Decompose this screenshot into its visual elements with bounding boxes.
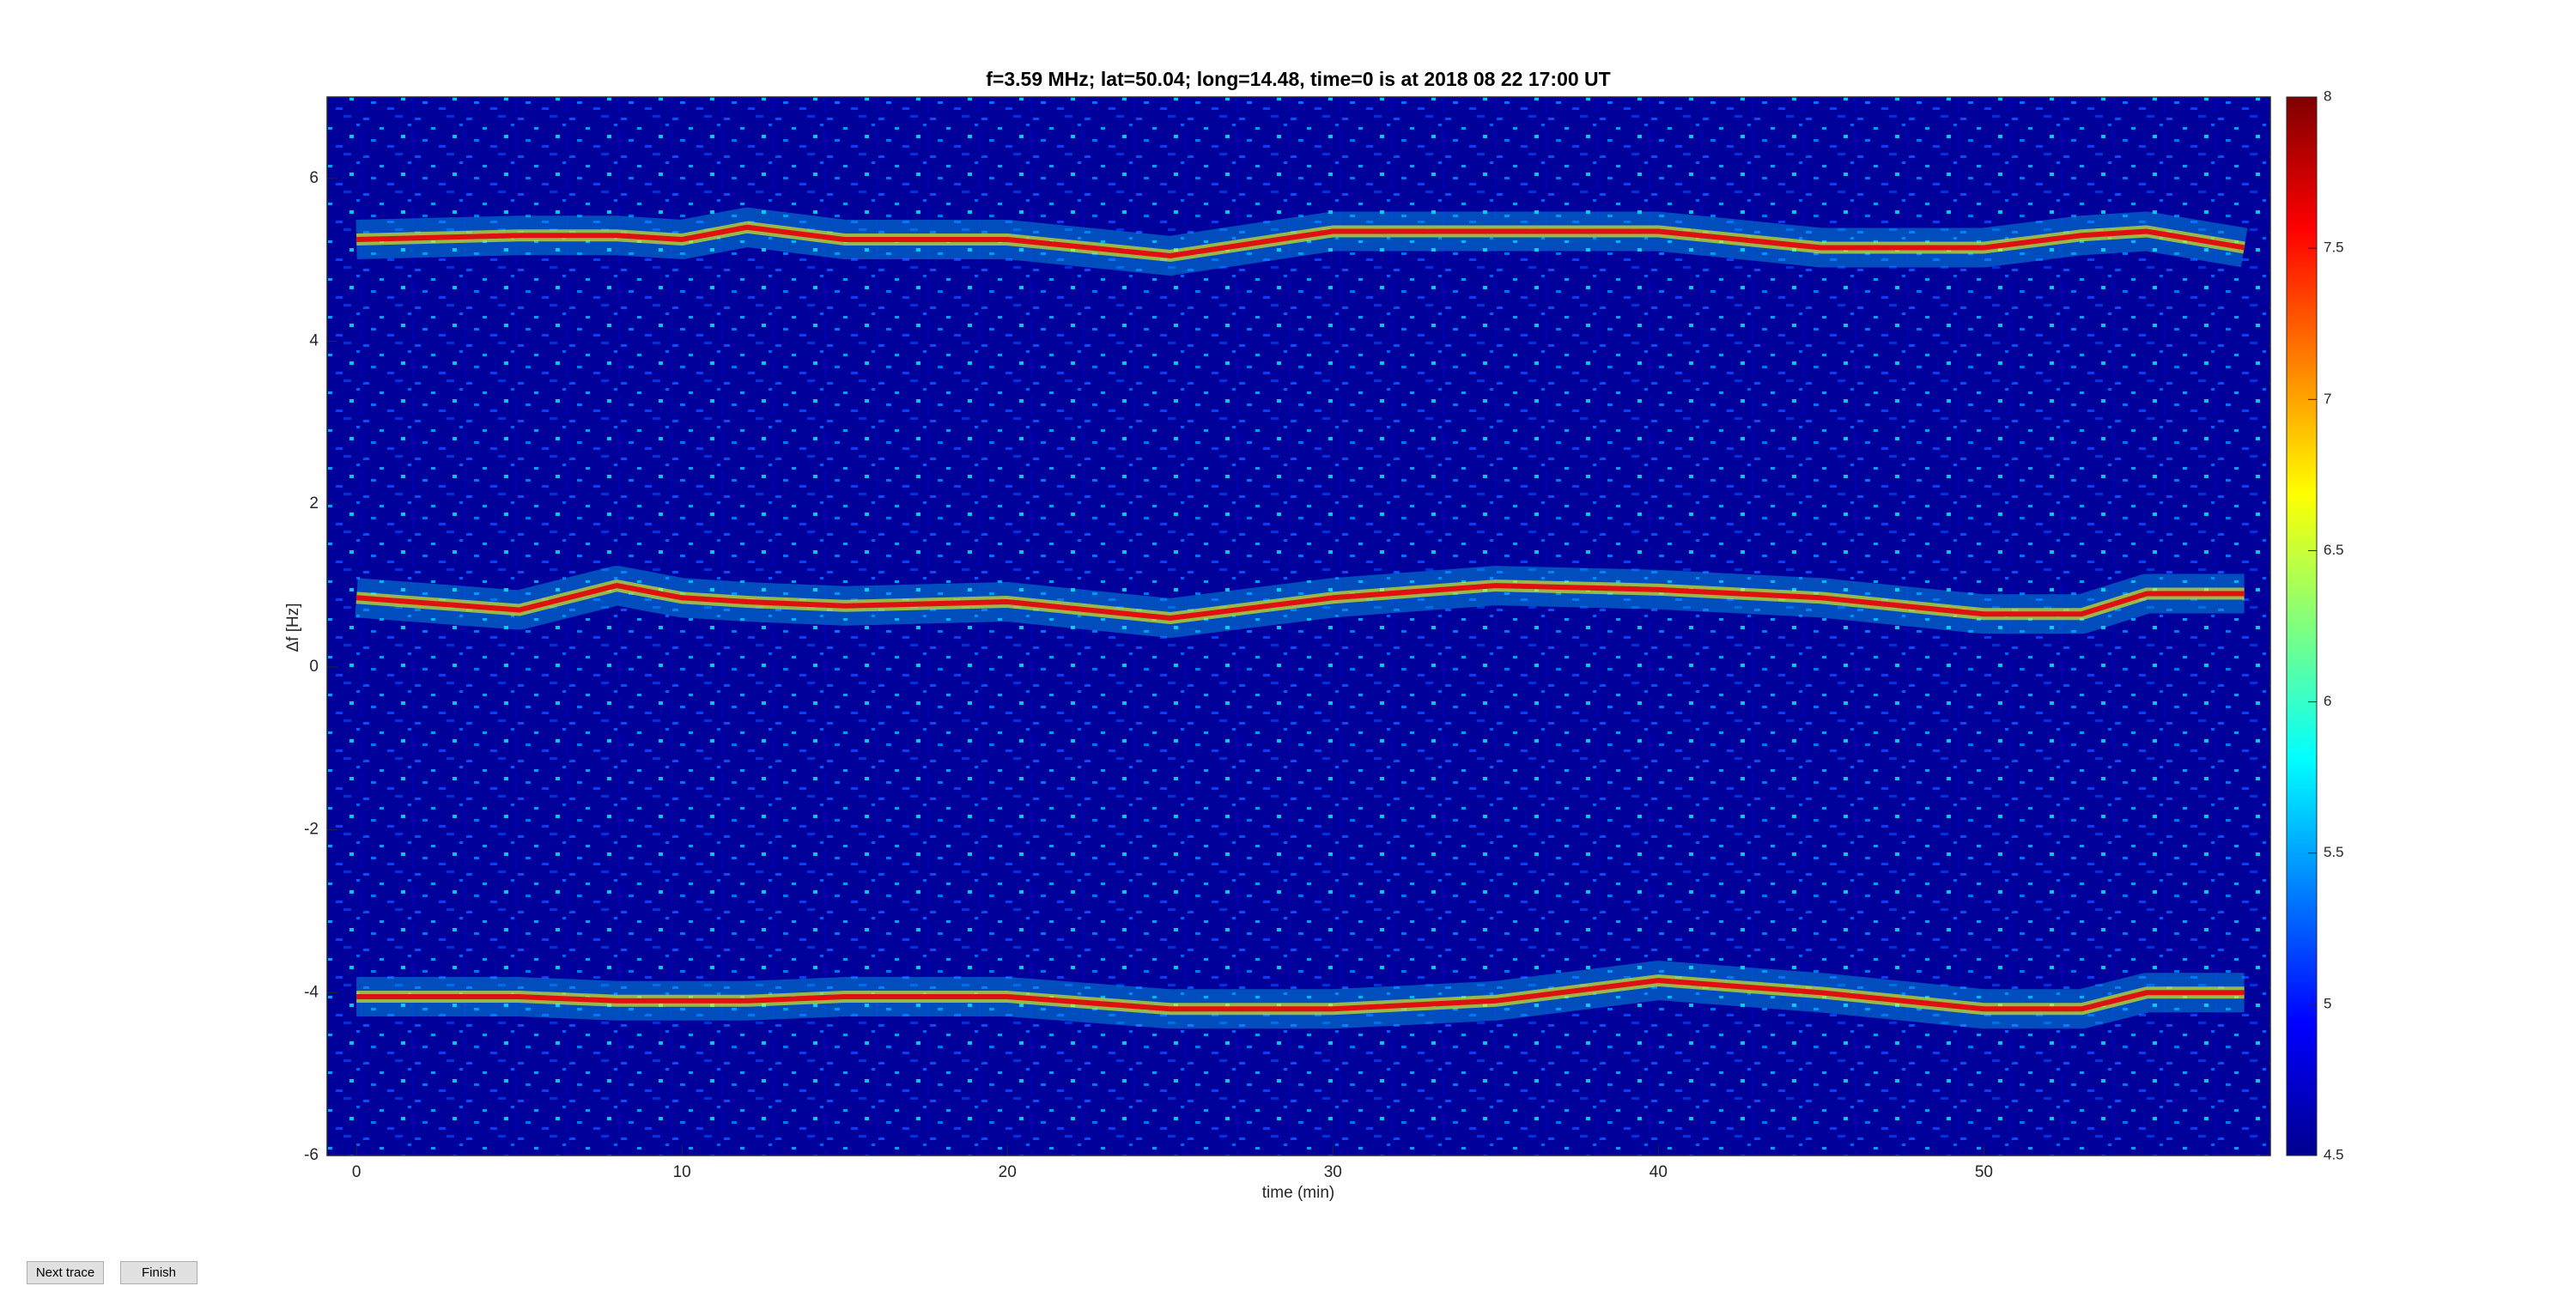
colorbar [2286,96,2318,1156]
finish-button[interactable]: Finish [120,1261,197,1284]
colorbar-tick-label: 7 [2324,391,2331,407]
plot-frame [326,96,2271,1156]
x-tick-label: 40 [1649,1163,1668,1181]
trace [356,978,2245,1012]
colorbar-tick-label: 4.5 [2324,1146,2344,1162]
y-tick-label: -4 [304,983,319,1001]
y-tick-label: 6 [309,169,319,187]
colorbar-tick-label: 6 [2324,693,2331,709]
trace [356,224,2245,258]
y-tick-label: -2 [304,821,319,839]
y-tick-label: 4 [309,332,319,350]
colorbar-tick-label: 5 [2324,995,2331,1011]
next-trace-button[interactable]: Next trace [27,1261,104,1284]
trace [355,583,2245,622]
colorbar-tick-label: 6.5 [2324,542,2344,558]
chart-title: f=3.59 MHz; lat=50.04; long=14.48, time=… [986,68,1610,90]
y-axis-label: Δf [Hz] [284,603,302,652]
colorbar-tick-label: 7.5 [2324,240,2344,256]
x-axis-label: time (min) [1262,1184,1334,1202]
x-tick-label: 50 [1975,1163,1993,1181]
y-tick-label: -6 [304,1146,319,1164]
x-tick-label: 20 [999,1163,1017,1181]
spectrogram-background [327,97,2270,1156]
colorbar-tick-label: 5.5 [2324,844,2344,860]
figure: f=3.59 MHz; lat=50.04; long=14.48, time=… [284,68,2344,1202]
x-tick-label: 0 [352,1163,361,1181]
y-tick-label: 2 [309,494,319,513]
x-tick-label: 10 [673,1163,691,1181]
y-tick-label: 0 [309,658,319,676]
colorbar-tick-label: 8 [2324,88,2331,104]
x-tick-label: 30 [1324,1163,1342,1181]
